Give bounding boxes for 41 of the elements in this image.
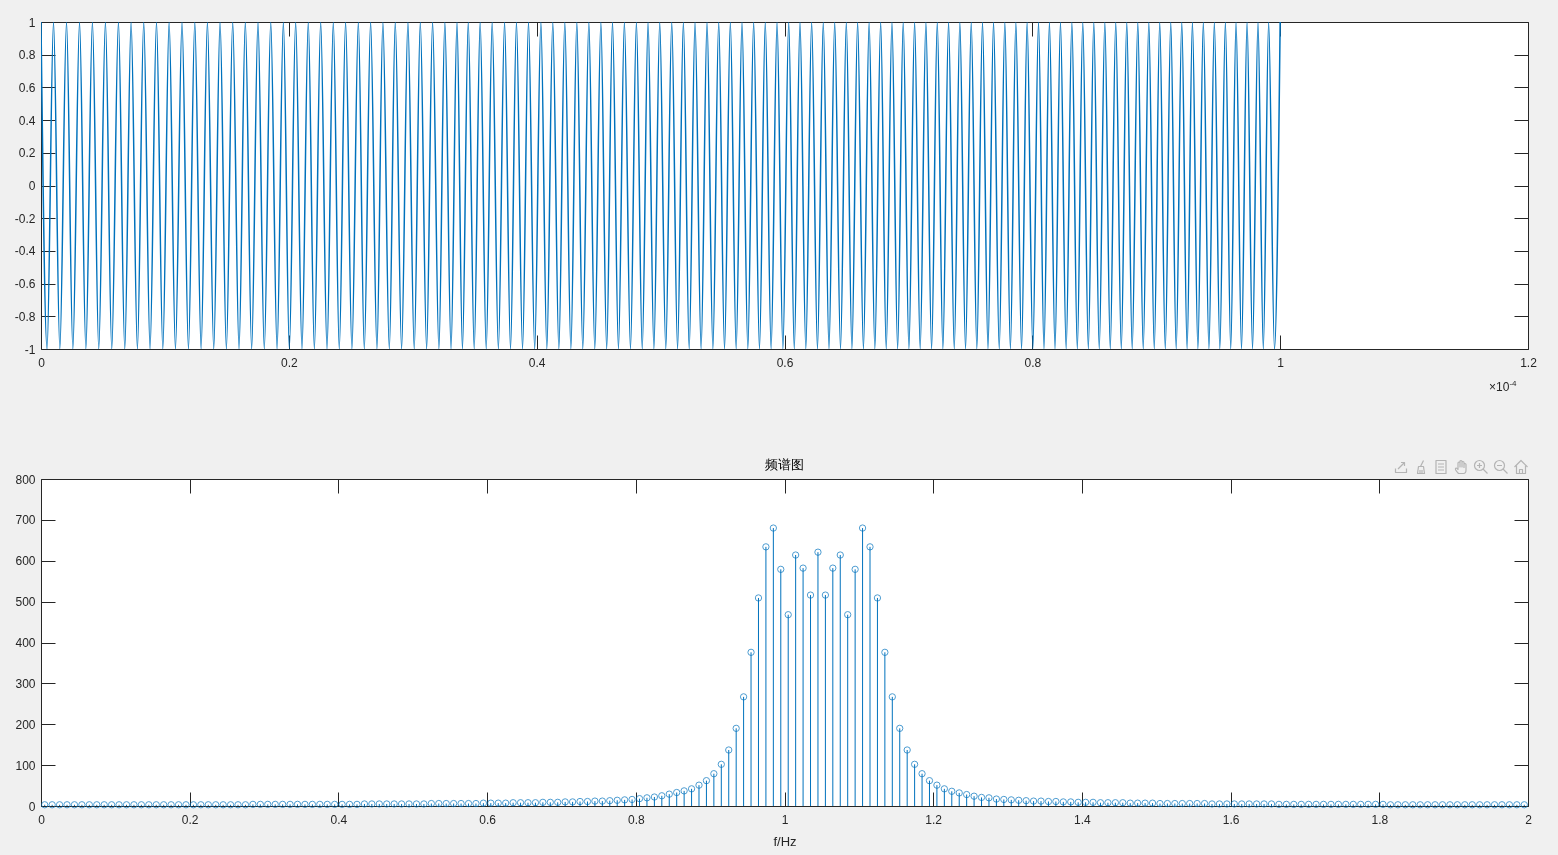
x-tick-label: 1.4 — [1074, 812, 1092, 827]
y-tick-label: 0.4 — [18, 113, 36, 128]
x-tick-label: 0.6 — [479, 812, 497, 827]
y-tick-label: -0.6 — [14, 277, 36, 292]
y-tick-label: 0 — [28, 179, 36, 193]
x-tick-label: 0 — [38, 355, 46, 370]
y-tick-label: 800 — [15, 472, 36, 487]
text: ×10$^{-4}$ — [1489, 378, 1517, 394]
y-tick-label: 200 — [15, 717, 36, 732]
y-tick-label: 700 — [15, 513, 36, 528]
x-tick-label: 2 — [1525, 812, 1533, 827]
x-tick-label: 0.8 — [1024, 355, 1042, 370]
y-tick-label: 0.6 — [18, 80, 36, 95]
x-tick-label: 0.2 — [280, 355, 298, 370]
y-tick-label: 400 — [15, 636, 36, 650]
x-axis-title: f/Hz — [773, 833, 797, 849]
x-tick-label: 0.6 — [776, 355, 794, 370]
x-tick-label: 1.6 — [1222, 812, 1240, 827]
x-tick-label: 1.2 — [1520, 355, 1538, 370]
y-tick-label: -0.8 — [14, 309, 36, 324]
x-tick-label: 0.4 — [330, 812, 348, 827]
y-tick-label: 0 — [28, 799, 36, 814]
y-tick-label: -1 — [24, 342, 36, 357]
y-tick-label: 100 — [15, 758, 36, 773]
chart-title: 频谱图 — [765, 457, 804, 472]
y-tick-label: -0.2 — [14, 211, 36, 226]
x-tick-label: 0.2 — [181, 812, 199, 827]
x-tick-label: 1 — [1277, 355, 1285, 370]
x-tick-label: 0.8 — [627, 812, 645, 827]
x-tick-label: 0 — [38, 812, 46, 827]
x-tick-label: 1.2 — [925, 812, 943, 827]
x-tick-label: 1.8 — [1371, 812, 1389, 827]
x-tick-label: 0.4 — [528, 355, 546, 370]
y-tick-label: 1 — [28, 15, 36, 30]
y-tick-label: 0.2 — [18, 146, 36, 161]
y-tick-label: 500 — [15, 595, 36, 610]
y-tick-label: 300 — [15, 676, 36, 691]
y-tick-label: -0.4 — [14, 244, 36, 259]
x-tick-label: 1 — [781, 812, 789, 827]
y-tick-label: 600 — [15, 554, 36, 569]
y-tick-label: 0.8 — [18, 48, 36, 63]
